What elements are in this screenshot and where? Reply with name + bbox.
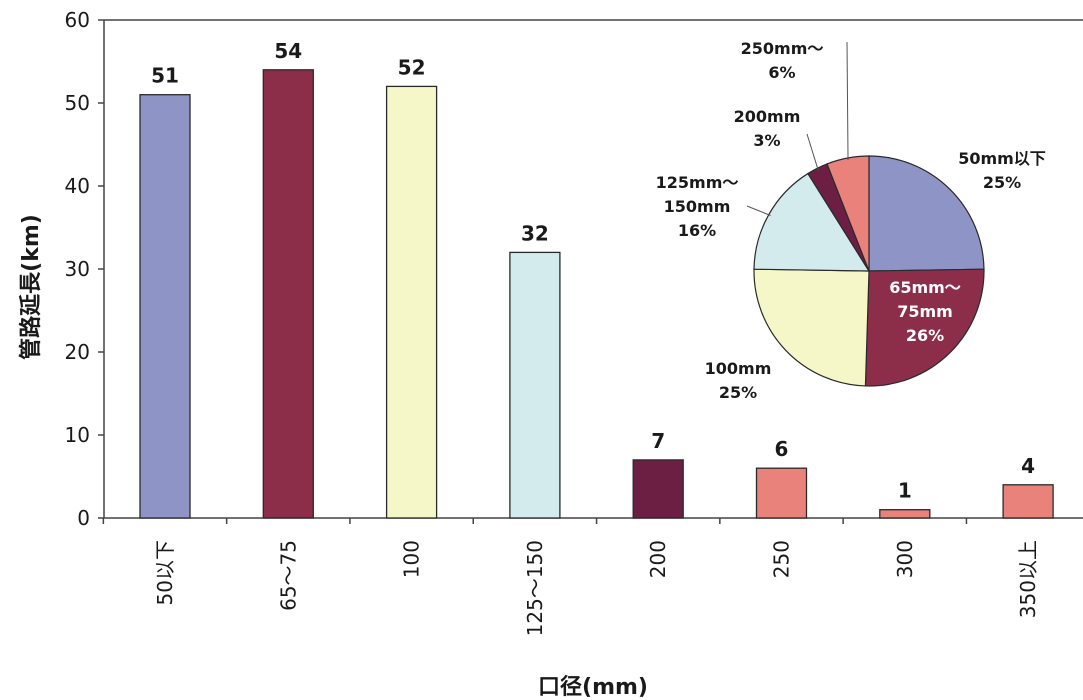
x-tick-label: 125～150 (523, 540, 547, 636)
pie-label-line: 200mm (734, 107, 801, 126)
x-tick-labels: 50以下 65～75 100 125～150 200 250 300 350以上 (153, 540, 1040, 636)
bar-value-label: 6 (775, 437, 789, 461)
pie-label-line: 25% (719, 383, 757, 402)
x-tick-label: 250 (770, 540, 794, 578)
pie-label-line: 50mm以下 (958, 149, 1046, 168)
bar-value-label: 1 (898, 479, 912, 503)
pie-label-line: 26% (906, 326, 944, 345)
bar-1 (262, 69, 314, 519)
y-tick-label: 10 (65, 423, 90, 447)
bars (139, 69, 1054, 519)
bar-2 (385, 85, 438, 519)
pie-slices (753, 155, 985, 387)
bar-7 (1002, 484, 1054, 519)
bar-chart: 0 10 20 30 40 50 60 51 54 52 32 7 6 1 4 50以下 65～75 100 1… (18, 8, 1083, 700)
pie-label-line: 100mm (705, 359, 772, 378)
y-axis-title: 管路延長(km) (18, 214, 44, 360)
bar-value-label: 54 (274, 39, 302, 63)
pie-leader-line (806, 133, 819, 171)
pie-slice-1 (864, 268, 985, 387)
pie-slice-label: 250mm～ 6% (741, 39, 824, 82)
pie-label-line: 16% (678, 221, 716, 240)
pie-chart: 50mm以下 25% 65mm～ 75mm 26% 100mm 25% 125mm～ 150mm… (656, 39, 1046, 402)
x-tick-label: 300 (893, 540, 917, 578)
y-tick-label: 30 (65, 257, 90, 281)
pie-leader-line (746, 205, 771, 216)
x-ticks (102, 518, 968, 524)
bar-5 (755, 467, 808, 519)
pie-label-line: 250mm～ (741, 39, 824, 58)
pie-leader-line (846, 41, 849, 160)
y-tick-label: 60 (65, 8, 90, 32)
bar-value-label: 4 (1021, 454, 1035, 478)
x-tick-label: 100 (400, 540, 424, 578)
pie-leader-lines (746, 41, 849, 216)
bar-value-labels: 51 54 52 32 7 6 1 4 (151, 39, 1035, 503)
y-tick-label: 50 (65, 91, 90, 115)
bar-0 (139, 94, 191, 519)
y-ticks: 0 10 20 30 40 50 60 (65, 8, 104, 530)
bar-value-label: 7 (651, 429, 665, 453)
bar-value-label: 52 (398, 55, 426, 79)
pie-slice-label: 50mm以下 25% (958, 149, 1046, 192)
x-tick-label: 350以上 (1016, 540, 1040, 618)
pie-slice-0 (868, 155, 985, 272)
pie-slice-2 (753, 268, 870, 387)
pie-slice-label: 65mm～ 75mm 26% (889, 278, 961, 345)
bar-6 (879, 509, 931, 519)
pie-label-line: 3% (753, 131, 780, 150)
bar-4 (632, 459, 684, 519)
pie-labels: 50mm以下 25% 65mm～ 75mm 26% 100mm 25% 125mm～ 150mm… (656, 39, 1046, 402)
bar-value-label: 51 (151, 64, 179, 88)
bar-3 (509, 251, 561, 519)
pie-label-line: 125mm～ (656, 173, 739, 192)
x-tick-label: 50以下 (153, 540, 177, 605)
pie-slice-label: 125mm～ 150mm 16% (656, 173, 739, 240)
x-tick-label: 200 (646, 540, 670, 578)
pie-label-line: 25% (983, 173, 1021, 192)
pie-label-line: 150mm (664, 197, 731, 216)
bar-value-label: 32 (521, 221, 549, 245)
y-tick-label: 40 (65, 174, 90, 198)
pie-slice-label: 100mm 25% (705, 359, 772, 402)
y-tick-label: 0 (77, 506, 90, 530)
x-tick-label: 65～75 (276, 540, 300, 611)
pie-slice-label: 200mm 3% (734, 107, 801, 150)
pie-label-line: 75mm (897, 302, 953, 321)
pie-label-line: 65mm～ (889, 278, 961, 297)
pie-label-line: 6% (768, 63, 795, 82)
y-tick-label: 20 (65, 340, 90, 364)
x-axis-title: 口径(mm) (538, 674, 648, 700)
